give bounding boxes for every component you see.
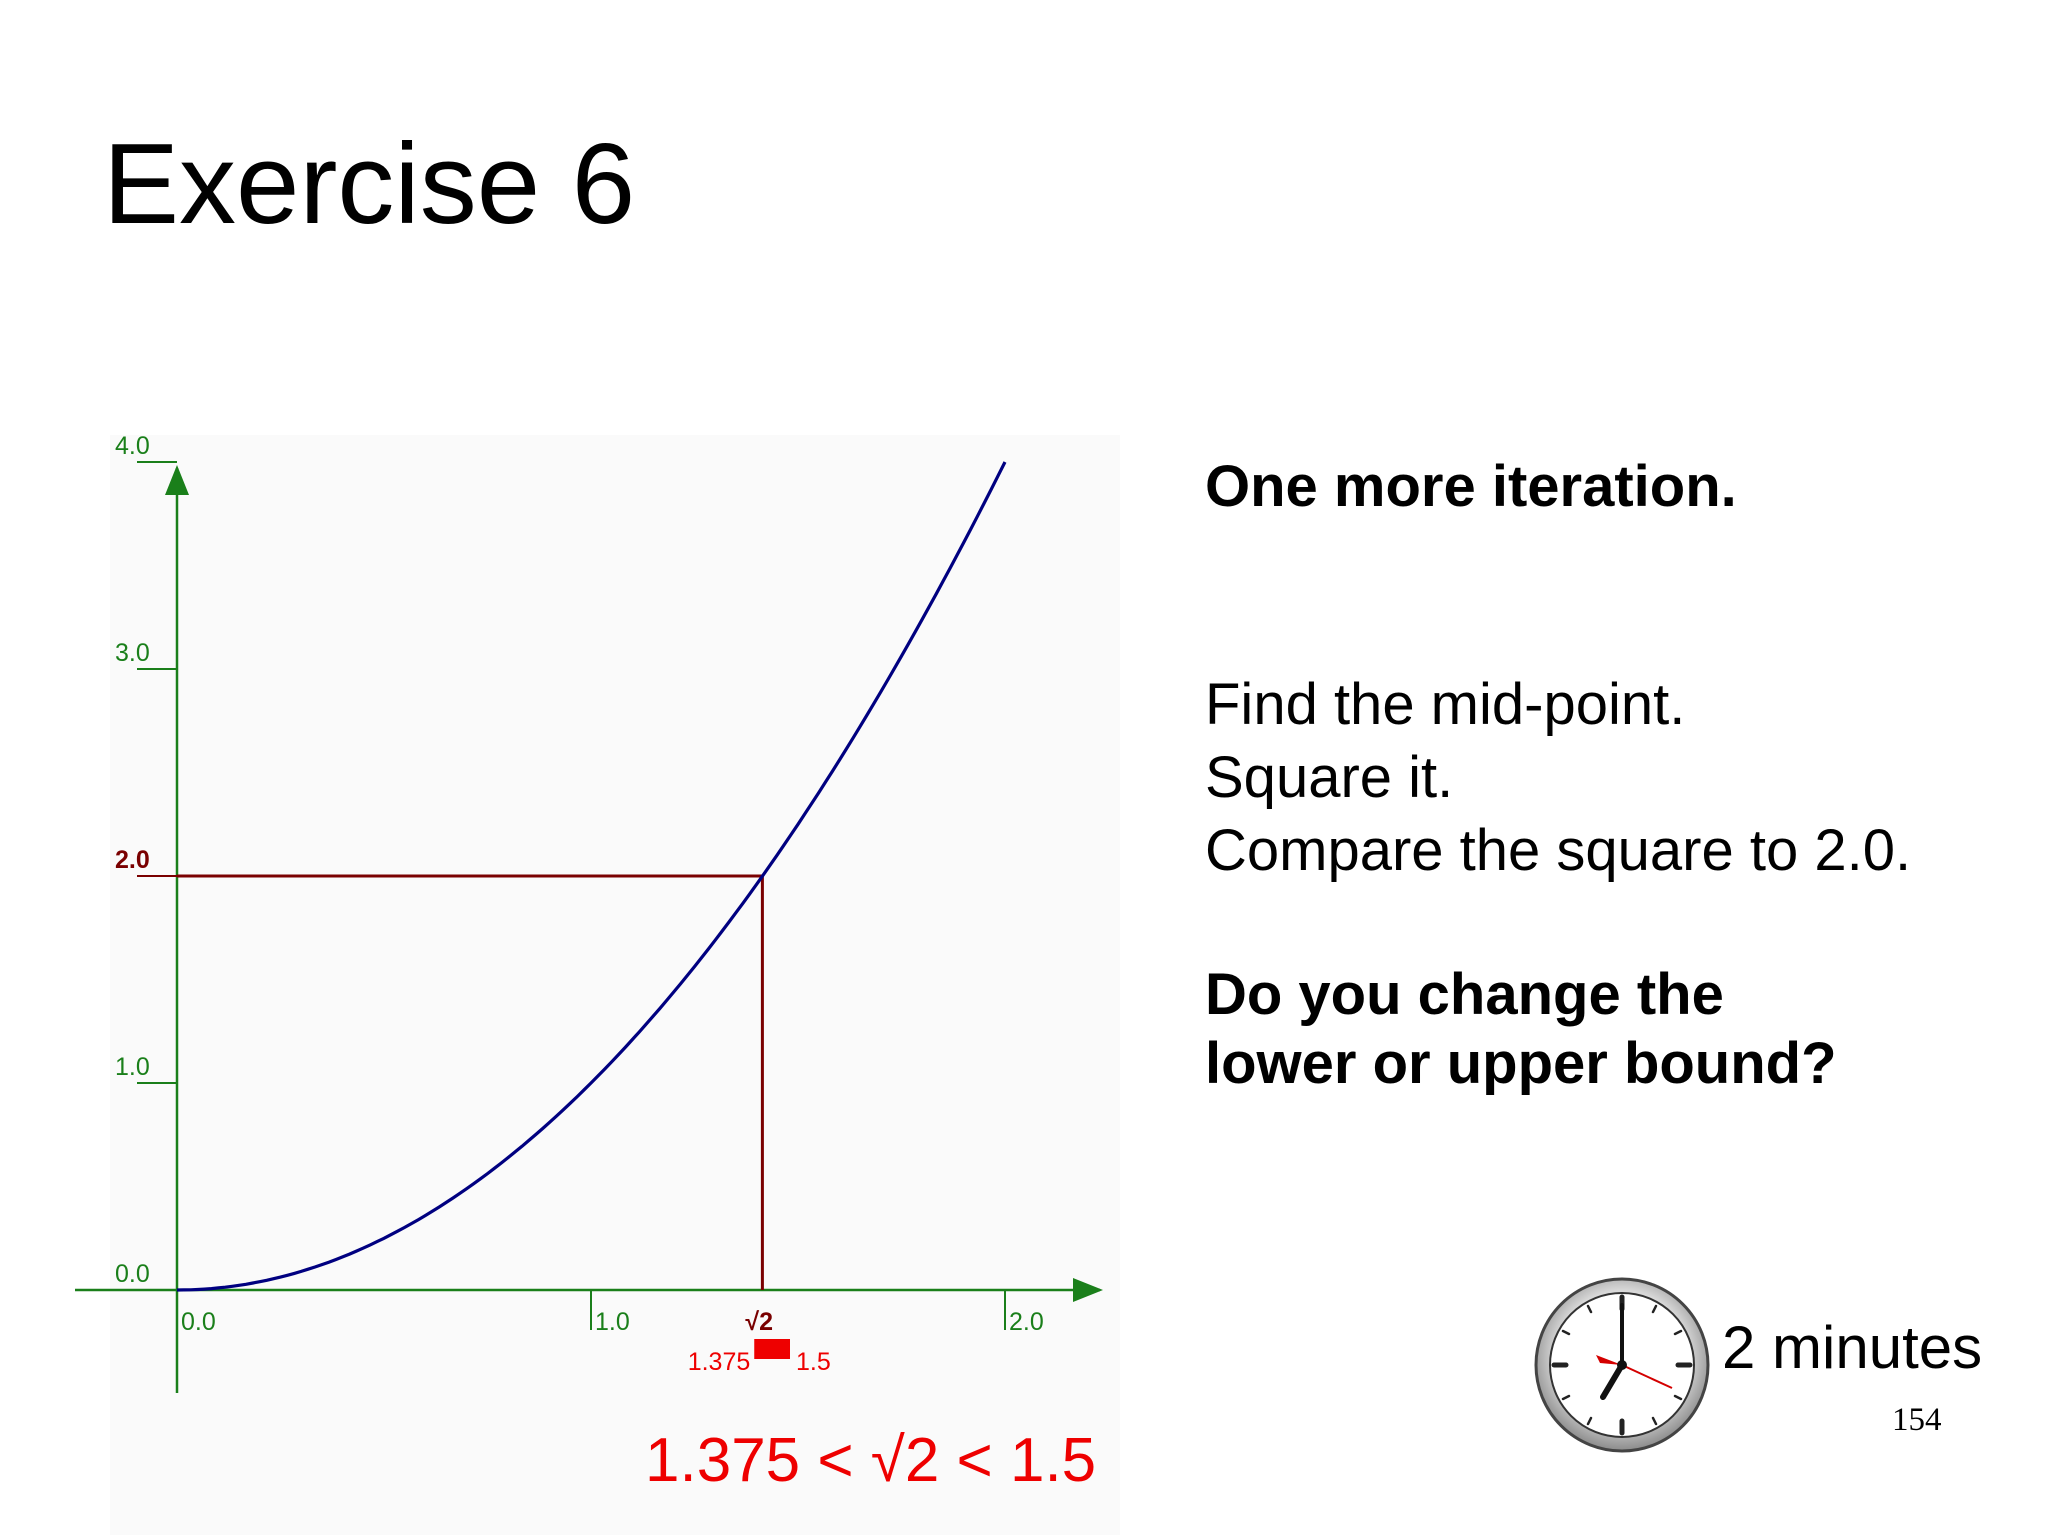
timer-label: 2 minutes — [1722, 1314, 1983, 1381]
graph-background — [110, 435, 1120, 1535]
y-tick-label: 4.0 — [115, 432, 150, 460]
interval-bar — [754, 1339, 790, 1359]
y-tick-label: 0.0 — [115, 1260, 150, 1288]
parabola-chart: 0.0 1.0 2.0 3.0 4.0 0.0 1.0 2.0 √2 1.375 1.5 — [75, 432, 1103, 1393]
clock-icon — [1534, 1277, 1710, 1453]
page-number: 154 — [1892, 1402, 1942, 1438]
bound-caption: 1.375 < √2 < 1.5 — [645, 1426, 1097, 1495]
x-tick-label: 1.0 — [595, 1308, 630, 1336]
step-compare: Compare the square to 2.0. — [1205, 818, 1912, 883]
sqrt2-label: √2 — [745, 1308, 773, 1336]
step-square: Square it. — [1205, 745, 1454, 810]
y-axis-ticks: 0.0 1.0 2.0 3.0 4.0 — [115, 432, 177, 1291]
x-axis-ticks: 0.0 1.0 2.0 — [176, 1290, 1044, 1336]
y-tick-label: 2.0 — [115, 846, 150, 874]
bound-question: Do you change the lower or upper bound? — [1205, 960, 1837, 1098]
step-midpoint: Find the mid-point. — [1205, 672, 1686, 737]
interval-lower-label: 1.375 — [688, 1348, 751, 1376]
interval-upper-label: 1.5 — [796, 1348, 831, 1376]
parabola-curve — [176, 461, 1007, 1292]
x-tick-label: 0.0 — [181, 1308, 216, 1336]
iteration-heading: One more iteration. — [1205, 454, 1737, 519]
steps-list: Find the mid-point. Square it. Compare t… — [1205, 668, 1911, 887]
y-tick-label: 3.0 — [115, 639, 150, 667]
slide-title: Exercise 6 — [103, 121, 636, 248]
bound-question-line-2: lower or upper bound? — [1205, 1031, 1837, 1096]
x-tick-label: 2.0 — [1009, 1308, 1044, 1336]
bound-question-line-1: Do you change the — [1205, 962, 1724, 1027]
y-tick-label: 1.0 — [115, 1053, 150, 1081]
